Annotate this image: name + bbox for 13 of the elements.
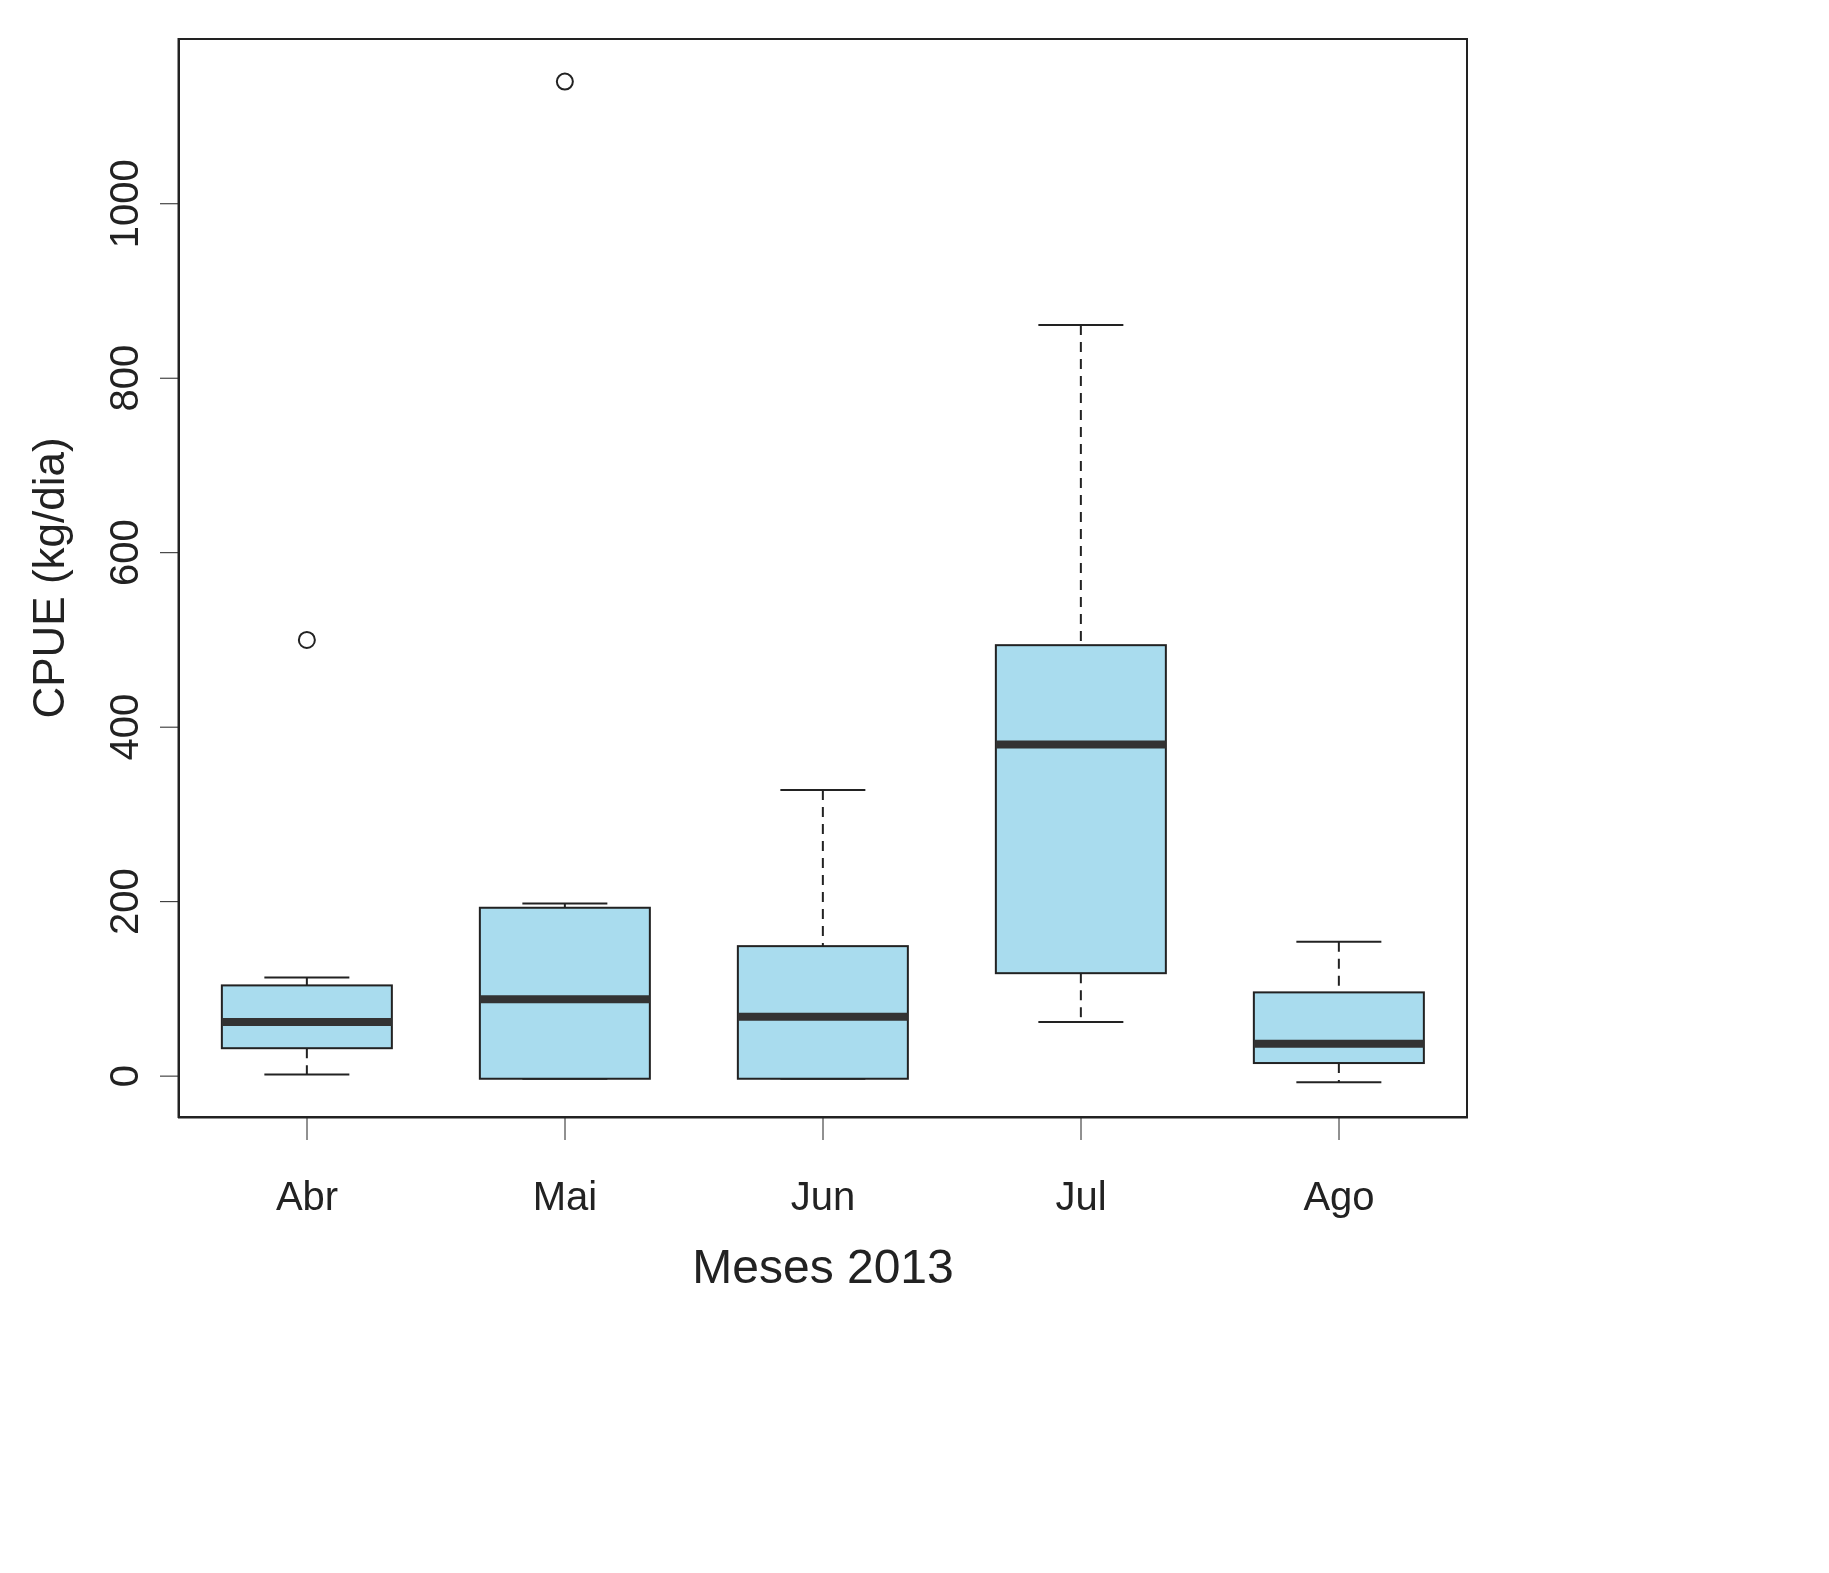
x-tick-label: Abr [275,1174,339,1219]
x-tick-label: Mai [532,1174,598,1219]
y-axis-title: CPUE (kg/dia) [23,437,73,719]
y-tick-label: 200 [102,868,146,936]
y-tick-label: 1000 [102,159,146,249]
x-axis-title: Meses 2013 [692,1240,954,1293]
y-tick-label: 600 [102,519,146,587]
x-tick-label: Jul [1055,1174,1107,1219]
x-tick-label: Ago [1303,1174,1375,1219]
y-tick-label: 400 [102,693,146,761]
y-tick-label: 800 [102,344,146,412]
x-tick-label: Jun [790,1174,856,1219]
y-tick-label: 0 [102,1065,146,1088]
